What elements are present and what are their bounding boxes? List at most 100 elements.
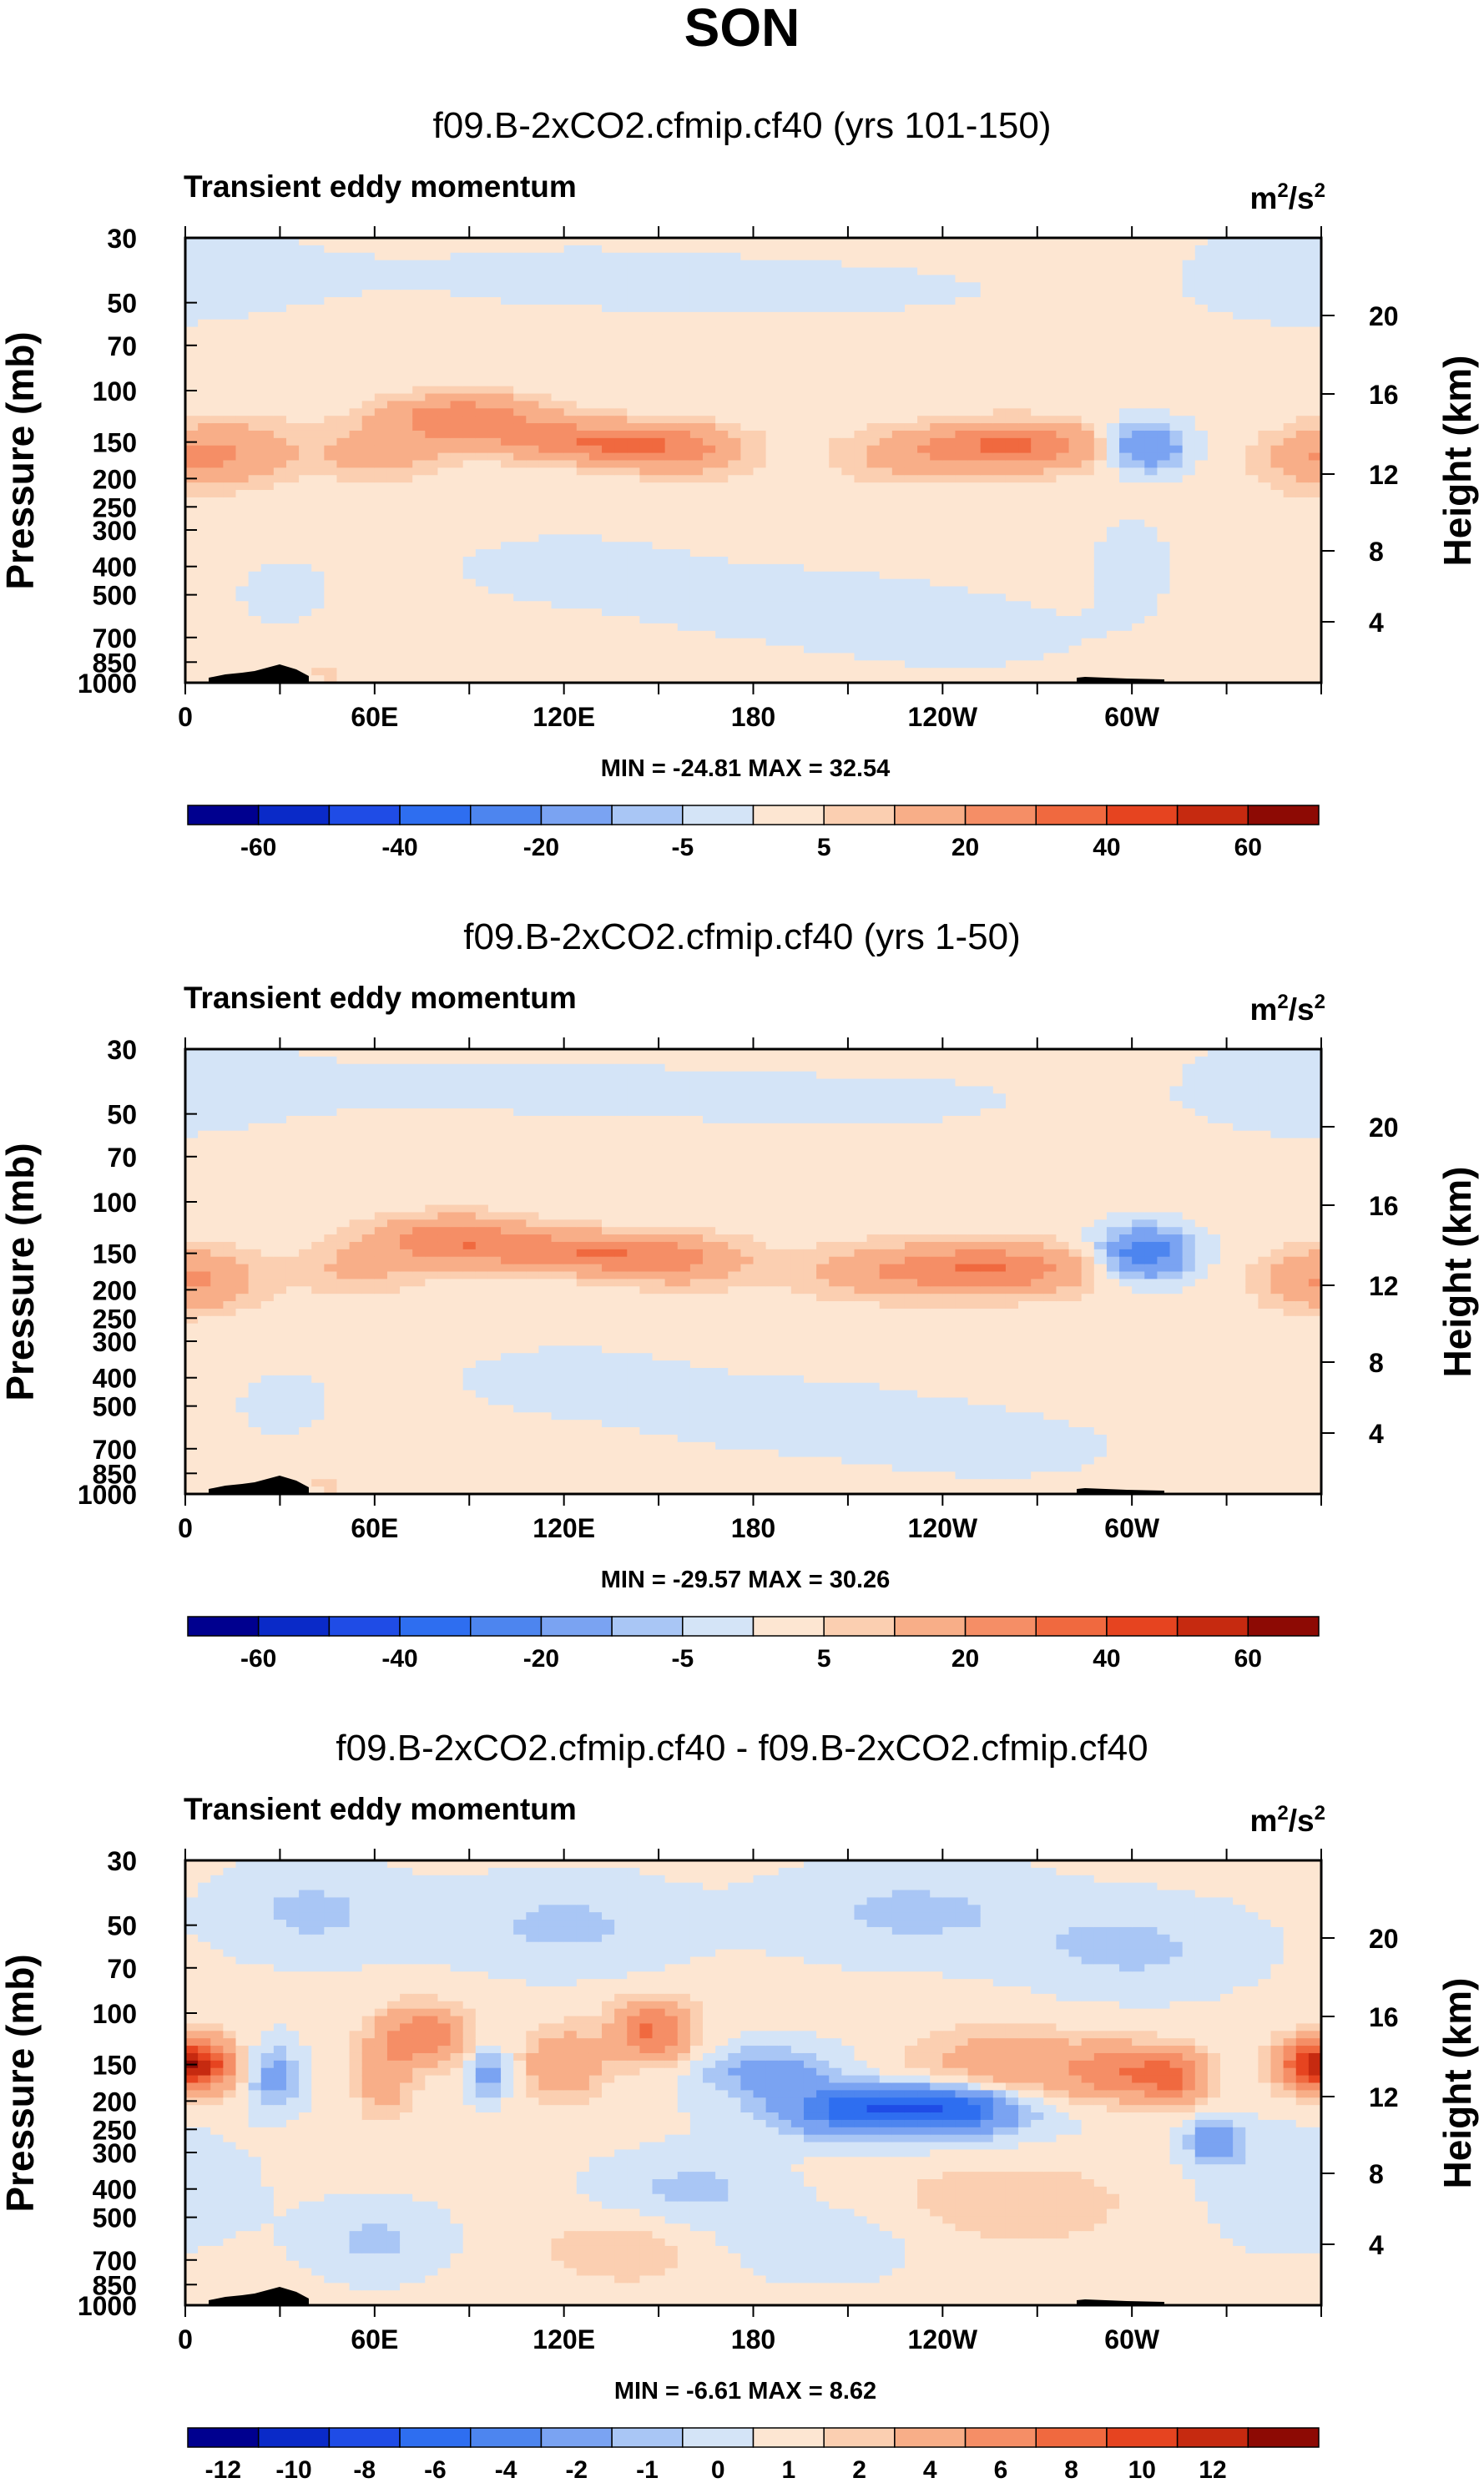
- contour-cell: [992, 437, 1007, 447]
- contour-cell: [1005, 578, 1019, 588]
- contour-cell: [627, 512, 640, 521]
- contour-cell: [1056, 668, 1070, 676]
- contour-cell: [1093, 245, 1108, 254]
- contour-cell: [652, 668, 666, 676]
- contour-cell: [386, 527, 401, 535]
- contour-cell: [639, 416, 654, 424]
- contour-cell: [765, 290, 780, 298]
- contour-cell: [400, 430, 413, 439]
- contour-cell: [1144, 423, 1158, 431]
- contour-cell: [816, 563, 830, 573]
- contour-cell: [942, 364, 957, 372]
- contour-cell: [324, 319, 338, 328]
- contour-cell: [1031, 275, 1044, 283]
- contour-cell: [551, 630, 565, 639]
- contour-cell: [1068, 371, 1083, 380]
- contour-cell: [400, 386, 413, 395]
- contour-cell: [1005, 586, 1019, 594]
- contour-cell: [891, 467, 906, 476]
- contour-cell: [437, 364, 452, 372]
- contour-cell: [551, 371, 565, 380]
- contour-cell: [778, 349, 792, 357]
- contour-cell: [992, 408, 1007, 416]
- contour-cell: [614, 290, 628, 298]
- contour-cell: [349, 527, 363, 535]
- contour-cell: [1043, 356, 1057, 365]
- contour-cell: [1068, 290, 1083, 298]
- contour-cell: [349, 653, 363, 661]
- contour-cell: [829, 408, 842, 416]
- contour-cell: [1220, 593, 1234, 602]
- contour-cell: [588, 675, 603, 684]
- contour-cell: [538, 267, 553, 276]
- contour-cell: [677, 623, 691, 632]
- contour-cell: [1132, 416, 1145, 424]
- contour-cell: [248, 356, 262, 365]
- contour-cell: [1207, 467, 1221, 476]
- contour-cell: [1018, 393, 1032, 402]
- contour-cell: [879, 311, 893, 320]
- contour-cell: [349, 534, 363, 543]
- contour-cell: [475, 452, 489, 462]
- contour-cell: [563, 311, 578, 320]
- contour-cell: [563, 445, 578, 454]
- contour-cell: [588, 549, 603, 558]
- contour-cell: [487, 393, 502, 402]
- contour-cell: [854, 549, 868, 558]
- contour-cell: [336, 267, 351, 276]
- contour-cell: [614, 452, 628, 462]
- contour-cell: [778, 601, 792, 609]
- contour-cell: [955, 290, 969, 298]
- contour-cell: [980, 460, 994, 468]
- contour-cell: [412, 282, 426, 290]
- contour-cell: [324, 660, 338, 669]
- contour-cell: [1068, 563, 1083, 573]
- contour-cell: [513, 378, 527, 387]
- contour-cell: [652, 601, 666, 609]
- contour-cell: [450, 371, 464, 380]
- contour-cell: [299, 260, 312, 269]
- contour-cell: [437, 504, 452, 513]
- contour-cell: [1207, 653, 1221, 661]
- contour-cell: [753, 534, 767, 543]
- contour-cell: [1182, 356, 1196, 365]
- contour-cell: [790, 542, 805, 550]
- contour-cell: [740, 341, 755, 350]
- contour-cell: [1018, 319, 1032, 328]
- contour-cell: [1194, 275, 1209, 283]
- contour-cell: [841, 527, 856, 535]
- contour-cell: [538, 490, 553, 498]
- contour-cell: [1144, 349, 1158, 357]
- contour-cell: [980, 645, 994, 654]
- contour-cell: [1194, 460, 1209, 468]
- contour-cell: [639, 445, 654, 454]
- contour-cell: [210, 578, 224, 588]
- contour-cell: [778, 586, 792, 594]
- contour-cell: [627, 245, 640, 254]
- contour-cell: [1194, 578, 1209, 588]
- contour-cell: [400, 326, 413, 336]
- contour-cell: [462, 334, 477, 342]
- contour-cell: [1043, 504, 1057, 513]
- contour-cell: [942, 267, 957, 276]
- contour-cell: [602, 452, 615, 462]
- contour-cell: [602, 341, 615, 350]
- contour-cell: [513, 326, 527, 336]
- contour-cell: [765, 601, 780, 609]
- contour-cell: [841, 593, 856, 602]
- contour-cell: [980, 423, 994, 431]
- contour-cell: [1207, 401, 1221, 409]
- contour-cell: [930, 467, 943, 476]
- contour-cell: [765, 653, 780, 661]
- contour-cell: [930, 504, 943, 513]
- contour-cell: [248, 341, 262, 350]
- contour-cell: [475, 668, 489, 676]
- contour-cell: [602, 408, 615, 416]
- contour-cell: [639, 586, 654, 594]
- contour-cell: [980, 238, 994, 246]
- contour-cell: [1182, 371, 1196, 380]
- contour-cell: [917, 512, 931, 521]
- contour-cell: [980, 660, 994, 669]
- contour-cell: [487, 341, 502, 350]
- contour-cell: [703, 668, 716, 676]
